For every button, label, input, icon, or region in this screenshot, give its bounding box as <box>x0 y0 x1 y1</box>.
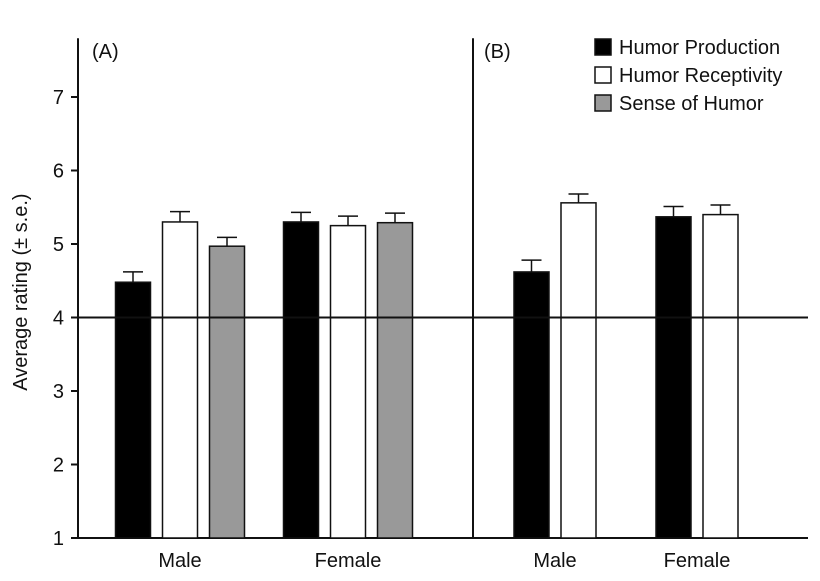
bar <box>282 221 320 539</box>
legend-label: Humor Receptivity <box>619 65 782 87</box>
y-axis-label: Average rating (± s.e.) <box>10 193 32 390</box>
y-tick-label: 7 <box>53 87 64 109</box>
bar <box>655 216 692 539</box>
legend-label: Sense of Humor <box>619 93 764 115</box>
bar <box>376 221 414 539</box>
y-tick-label: 5 <box>53 234 64 256</box>
bars <box>78 193 808 539</box>
bar <box>560 202 597 539</box>
x-tick-label: Male <box>158 550 201 572</box>
legend: Humor Production Humor Receptivity Sense o… <box>594 37 782 115</box>
y-tick-label: 6 <box>53 161 64 183</box>
y-tick-label: 1 <box>53 528 64 550</box>
bar <box>208 245 246 539</box>
y-tick-label: 3 <box>53 381 64 403</box>
bar <box>161 221 199 539</box>
bar <box>513 271 550 539</box>
x-tick-label: Female <box>315 550 382 572</box>
panel-label: (A) <box>92 41 119 63</box>
x-tick-label: Male <box>533 550 576 572</box>
bar <box>114 281 152 539</box>
legend-label: Humor Production <box>619 37 780 59</box>
panel-label: (B) <box>484 41 511 63</box>
legend-swatch <box>594 66 612 84</box>
legend-swatch <box>594 94 612 112</box>
x-tick-label: Female <box>664 550 731 572</box>
bar <box>329 224 367 539</box>
legend-swatch <box>594 38 612 56</box>
y-tick-label: 4 <box>53 308 64 330</box>
bar <box>702 213 739 539</box>
labels: 1 2 3 4 5 6 7 Average rating (± s.e.) (A) Male Fem… <box>10 41 730 572</box>
y-tick-label: 2 <box>53 455 64 477</box>
